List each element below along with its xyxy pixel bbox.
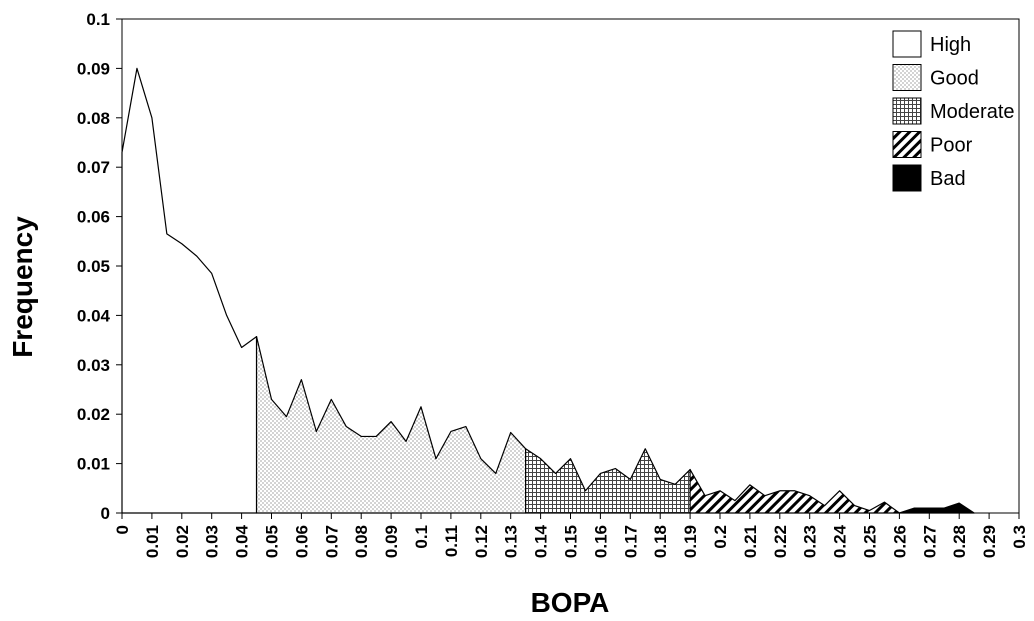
legend-label: Bad [930, 168, 966, 190]
x-tick-label: 0.14 [532, 524, 551, 558]
x-tick-label: 0.13 [502, 525, 521, 558]
x-tick-label: 0 [113, 525, 132, 534]
legend-label: High [930, 34, 971, 56]
plot-frame [121, 18, 1020, 514]
x-tick-label: 0.2 [711, 525, 730, 549]
y-tick-label: 0 [101, 504, 110, 523]
y-tick-label: 0.07 [77, 158, 110, 177]
x-tick-label: 0.23 [801, 525, 820, 558]
area [525, 448, 691, 514]
area [255, 336, 527, 514]
legend-label: Good [930, 68, 979, 90]
area [121, 67, 258, 514]
y-axis-title: Frequency [7, 216, 38, 358]
legend-swatch [892, 164, 922, 192]
x-tick-label: 0.01 [143, 525, 162, 558]
y-tick-label: 0.1 [86, 10, 110, 29]
x-tick-label: 0.22 [771, 525, 790, 558]
x-tick-label: 0.16 [591, 525, 610, 558]
x-axis-title: BOPA [531, 587, 610, 618]
y-tick-label: 0.05 [77, 257, 110, 276]
legend-swatch [892, 30, 922, 58]
legend-swatch [892, 64, 922, 91]
y-tick-label: 0.04 [77, 306, 111, 325]
x-tick-label: 0.03 [203, 525, 222, 558]
x-tick-label: 0.07 [322, 525, 341, 558]
x-tick-label: 0.09 [382, 525, 401, 558]
legend-swatch [892, 97, 922, 125]
x-tick-label: 0.26 [890, 525, 909, 558]
x-tick-label: 0.1 [412, 525, 431, 549]
x-tick-label: 0.04 [233, 524, 252, 558]
x-tick-label: 0.06 [292, 525, 311, 558]
y-tick-label: 0.09 [77, 59, 110, 78]
y-tick-label: 0.01 [77, 455, 110, 474]
area [898, 502, 975, 514]
x-tick-label: 0.29 [980, 525, 999, 558]
x-tick-label: 0.15 [562, 525, 581, 558]
legend-label: Moderate [930, 101, 1015, 123]
legend-label: Poor [930, 135, 973, 157]
y-tick-label: 0.08 [77, 109, 110, 128]
x-tick-label: 0.3 [1010, 525, 1029, 549]
legend-swatch [892, 131, 922, 158]
x-tick-label: 0.08 [352, 525, 371, 558]
x-tick-label: 0.11 [442, 525, 461, 557]
x-tick-label: 0.12 [472, 525, 491, 558]
x-tick-label: 0.25 [861, 525, 880, 558]
x-tick-label: 0.18 [651, 525, 670, 558]
x-tick-label: 0.24 [831, 524, 850, 558]
x-tick-label: 0.19 [681, 525, 700, 558]
x-tick-label: 0.05 [263, 525, 282, 558]
x-tick-label: 0.17 [621, 525, 640, 558]
x-tick-label: 0.28 [950, 525, 969, 558]
x-tick-label: 0.21 [741, 525, 760, 558]
y-tick-label: 0.06 [77, 208, 110, 227]
y-tick-label: 0.02 [77, 405, 110, 424]
x-tick-label: 0.02 [173, 525, 192, 558]
y-tick-label: 0.03 [77, 356, 110, 375]
area [689, 468, 900, 514]
x-tick-label: 0.27 [920, 525, 939, 558]
